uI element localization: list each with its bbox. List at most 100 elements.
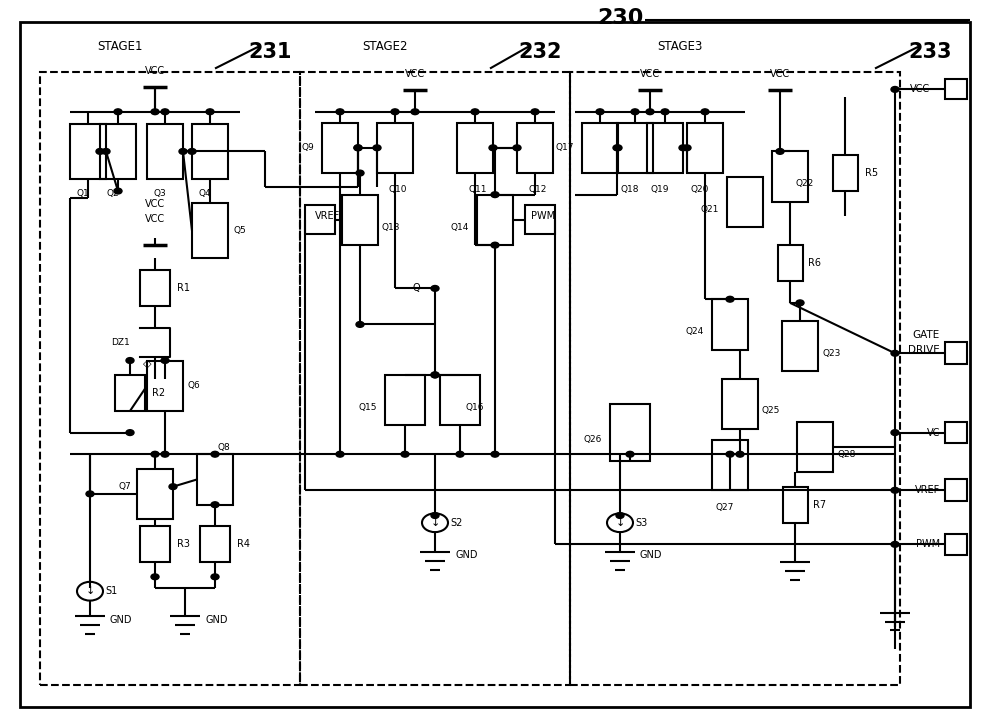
Circle shape [726, 451, 734, 457]
Bar [140, 270, 170, 306]
Bar [778, 245, 803, 281]
Circle shape [161, 451, 169, 457]
Bar [582, 123, 618, 173]
Circle shape [471, 109, 479, 115]
Circle shape [126, 430, 134, 435]
Circle shape [161, 109, 169, 115]
Text: PWM: PWM [531, 211, 555, 221]
Text: GATE: GATE [913, 330, 940, 340]
Text: Q20: Q20 [691, 185, 709, 194]
Circle shape [736, 451, 744, 457]
Circle shape [206, 109, 214, 115]
Text: Q8: Q8 [218, 443, 231, 451]
Text: S3: S3 [635, 518, 647, 528]
Circle shape [489, 145, 497, 151]
Text: VCC: VCC [145, 66, 165, 76]
Circle shape [431, 372, 439, 378]
Circle shape [491, 192, 499, 198]
Text: VCC: VCC [770, 69, 790, 79]
Bar [945, 342, 967, 364]
Text: Q25: Q25 [762, 407, 780, 415]
Bar [305, 205, 335, 234]
Text: Q27: Q27 [716, 503, 734, 511]
Text: Q14: Q14 [451, 223, 469, 231]
Text: Q10: Q10 [389, 185, 407, 194]
Circle shape [491, 242, 499, 248]
Text: Q9: Q9 [301, 143, 314, 152]
Circle shape [456, 451, 464, 457]
Text: PWM: PWM [916, 539, 940, 549]
Text: VREF: VREF [915, 485, 940, 495]
Circle shape [336, 109, 344, 115]
Bar [147, 124, 183, 179]
Bar [712, 440, 748, 490]
Text: R7: R7 [813, 500, 826, 510]
Text: Q5: Q5 [234, 226, 247, 235]
Text: Q1: Q1 [77, 189, 89, 198]
Circle shape [626, 451, 634, 457]
Bar [610, 404, 650, 461]
Circle shape [531, 109, 539, 115]
Text: 233: 233 [908, 42, 952, 62]
Text: VCC: VCC [145, 213, 165, 224]
Circle shape [679, 145, 687, 151]
Circle shape [211, 574, 219, 580]
Circle shape [596, 109, 604, 115]
Bar [322, 123, 358, 173]
Text: 230: 230 [597, 8, 643, 28]
Bar [945, 534, 967, 555]
Bar [617, 123, 653, 173]
Circle shape [891, 350, 899, 356]
Text: Q26: Q26 [584, 435, 602, 444]
Circle shape [661, 109, 669, 115]
Circle shape [126, 358, 134, 363]
Bar [440, 375, 480, 425]
Circle shape [613, 145, 621, 151]
Text: GND: GND [110, 615, 132, 625]
Bar [772, 151, 808, 202]
Bar [782, 321, 818, 371]
Text: Q21: Q21 [701, 205, 719, 213]
Bar [192, 203, 228, 258]
Circle shape [513, 145, 521, 151]
Bar [945, 79, 967, 99]
Circle shape [354, 145, 362, 151]
Circle shape [391, 109, 399, 115]
Text: VCC: VCC [910, 84, 930, 94]
Bar [945, 479, 967, 501]
Text: ↓: ↓ [85, 586, 95, 596]
Text: VCC: VCC [640, 69, 660, 79]
Text: R1: R1 [177, 283, 190, 293]
Bar [722, 379, 758, 429]
Circle shape [646, 109, 654, 115]
Bar [377, 123, 413, 173]
Bar [457, 123, 493, 173]
Bar [832, 155, 858, 191]
Text: Q24: Q24 [686, 327, 704, 336]
Circle shape [179, 149, 187, 154]
Text: Q13: Q13 [382, 223, 400, 231]
Circle shape [86, 491, 94, 497]
Bar [147, 360, 183, 411]
Circle shape [114, 188, 122, 194]
Bar [727, 177, 763, 227]
Circle shape [616, 513, 624, 518]
Text: Q19: Q19 [651, 185, 669, 194]
Circle shape [151, 574, 159, 580]
Circle shape [726, 296, 734, 302]
Circle shape [431, 513, 439, 518]
Text: STAGE2: STAGE2 [362, 40, 408, 53]
Bar [70, 124, 106, 179]
Text: 232: 232 [518, 42, 562, 62]
Text: R2: R2 [152, 388, 165, 398]
Bar [342, 195, 378, 245]
Text: GND: GND [455, 550, 478, 560]
Circle shape [431, 286, 439, 291]
Text: Q11: Q11 [469, 185, 487, 194]
Text: Q6: Q6 [187, 381, 200, 390]
Text: Q4: Q4 [199, 189, 211, 198]
Text: ↓: ↓ [430, 518, 440, 528]
Circle shape [354, 145, 362, 151]
Circle shape [211, 502, 219, 508]
Text: S2: S2 [450, 518, 462, 528]
